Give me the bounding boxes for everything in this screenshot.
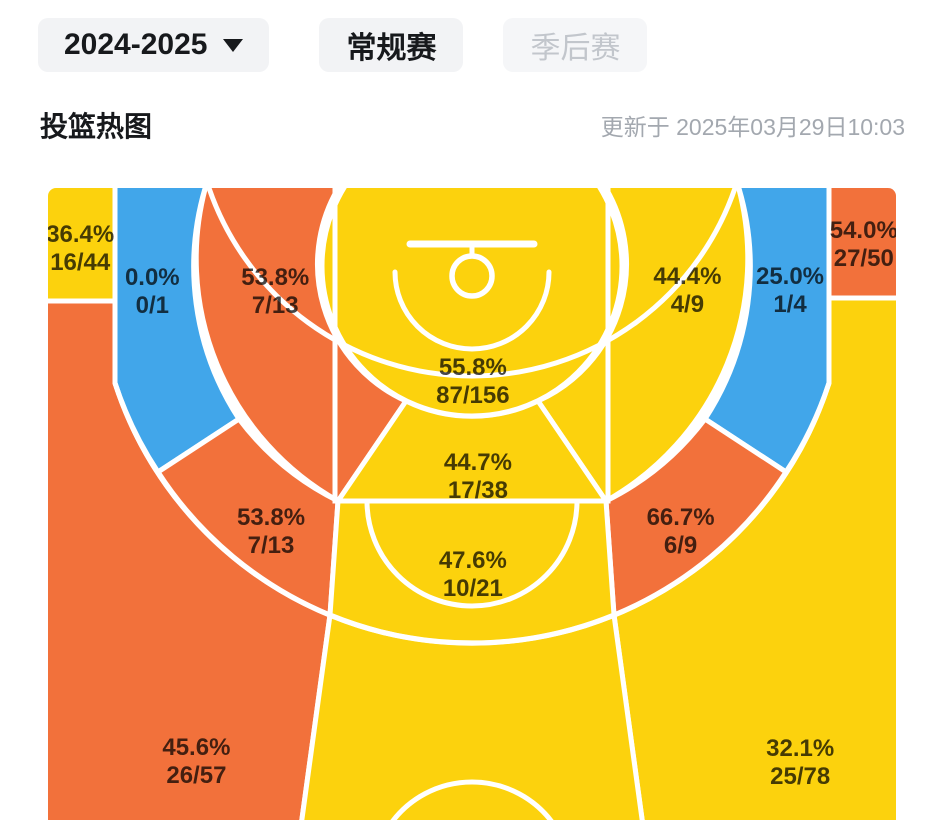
zone-center3 — [299, 612, 645, 820]
tab-regular-season[interactable]: 常规赛 — [319, 18, 464, 72]
center-circle-line — [390, 779, 554, 820]
tab-playoffs[interactable]: 季后赛 — [503, 18, 648, 72]
season-label: 2024-2025 — [64, 28, 208, 61]
zone-corner3-right — [826, 188, 896, 301]
updated-timestamp: 更新于 2025年03月29日10:03 — [600, 114, 905, 140]
rim-icon — [449, 253, 495, 299]
restricted-arc-line — [392, 269, 552, 352]
topbar: 2024-2025 常规赛 季后赛 — [38, 18, 943, 72]
title-row: 投篮热图 更新于 2025年03月29日10:03 — [40, 108, 905, 144]
free-throw-arc-line — [364, 498, 580, 609]
caret-down-icon — [223, 38, 244, 52]
zone-ring-line — [206, 188, 738, 379]
zone-outer-mid-center — [327, 498, 617, 646]
three-point-line — [112, 188, 832, 646]
shot-heatmap: 36.4% 16/44 0.0% 0/1 53.8% 7/13 55.8% 87/156 44.… — [48, 188, 896, 820]
court-lines — [112, 188, 832, 820]
page-title: 投篮热图 — [40, 111, 153, 142]
zone-restricted-area — [319, 188, 625, 419]
zone-corner3-left — [48, 188, 118, 304]
court-svg — [48, 188, 896, 820]
season-selector[interactable]: 2024-2025 — [38, 18, 270, 72]
